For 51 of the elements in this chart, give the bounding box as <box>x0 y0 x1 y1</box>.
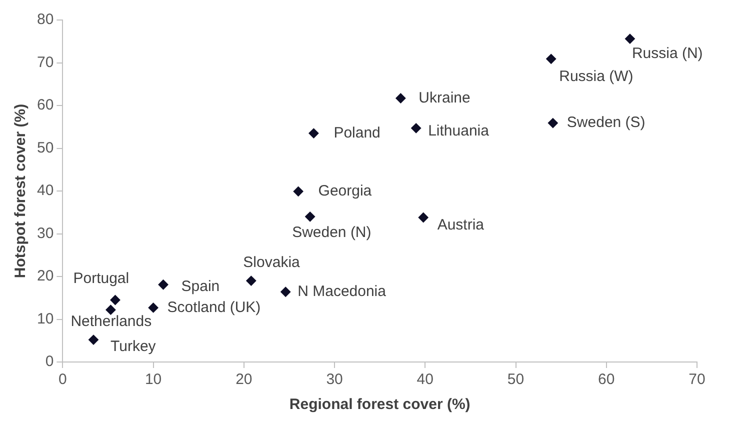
x-tick-label: 30 <box>326 371 343 388</box>
point <box>308 128 319 138</box>
point <box>396 93 406 104</box>
point <box>624 34 635 44</box>
y-tick-label: 20 <box>36 268 54 285</box>
point <box>293 186 304 196</box>
y-tick-label: 40 <box>36 182 54 200</box>
point <box>548 118 558 128</box>
annotation: Russia (N) <box>632 44 703 62</box>
point <box>110 295 120 306</box>
annotation: Poland <box>334 124 380 142</box>
annotation: Netherlands <box>70 312 152 330</box>
point <box>411 123 422 134</box>
y-tick-label: 30 <box>36 224 54 242</box>
point <box>148 302 158 313</box>
annotation: Russia (W) <box>559 68 634 86</box>
y-tick-label: 60 <box>36 96 54 114</box>
y-tick-label: 10 <box>36 310 54 328</box>
annotation: Spain <box>181 278 220 295</box>
annotation: Ukraine <box>418 89 470 106</box>
point <box>158 280 168 290</box>
point <box>246 276 256 286</box>
annotation: Sweden (S) <box>566 114 646 132</box>
x-tick-label: 70 <box>688 371 706 388</box>
annotation: Turkey <box>110 338 156 355</box>
y-axis-title: Hotspot forest cover (%) <box>12 104 30 278</box>
y-tick-label: 0 <box>45 353 54 370</box>
x-tick-label: 60 <box>598 371 615 388</box>
y-tick-label: 70 <box>36 54 54 71</box>
point <box>106 304 116 315</box>
x-tick-label: 20 <box>236 371 252 388</box>
point <box>280 286 291 297</box>
y-tick-label: 50 <box>36 139 54 156</box>
x-tick-label: 40 <box>416 371 434 388</box>
annotation: N Macedonia <box>298 283 387 300</box>
point <box>88 334 98 345</box>
x-tick-label: 0 <box>58 371 67 388</box>
annotation: Scotland (UK) <box>167 298 261 316</box>
x-tick-label: 10 <box>144 371 162 388</box>
annotation: Sweden (N) <box>292 224 372 241</box>
point <box>418 212 428 223</box>
annotation: Austria <box>437 216 485 234</box>
annotation: Lithuania <box>428 122 490 140</box>
x-axis-title: Regional forest cover (%) <box>289 396 470 414</box>
y-tick-label: 80 <box>36 11 54 28</box>
annotation: Slovakia <box>243 254 301 271</box>
point <box>305 212 316 222</box>
annotation: Georgia <box>318 182 372 200</box>
x-tick-label: 50 <box>507 371 524 388</box>
annotation: Portugal <box>73 270 130 288</box>
point <box>546 54 556 64</box>
